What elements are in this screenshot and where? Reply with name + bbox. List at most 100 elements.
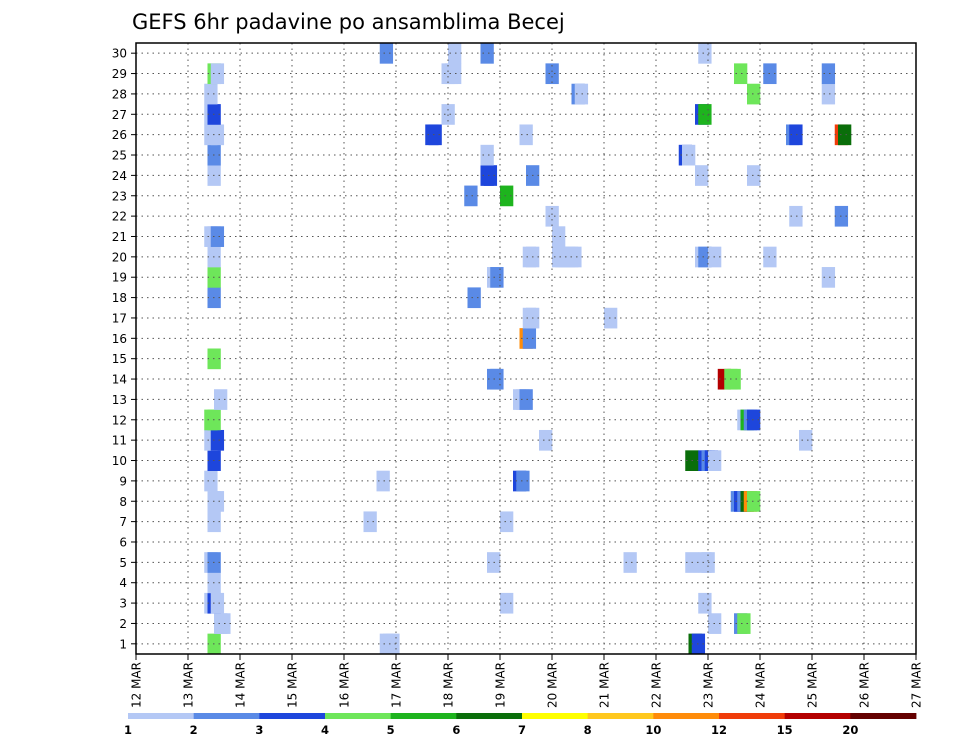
colorbar-swatch [522,713,589,719]
heatmap-cell [500,511,514,533]
y-tick-label: 8 [119,495,127,509]
colorbar-swatch [193,713,260,719]
heatmap-cell [747,165,761,186]
heatmap-cell [500,185,514,207]
colorbar-swatch [850,713,917,719]
colorbar: 1 2 3 4 5 6 7 8 10 12 15 20 [124,713,917,737]
heatmap-cell [734,63,748,85]
heatmap-cell [516,470,530,492]
colorbar-swatch [719,713,786,719]
colorbar-swatch [587,713,654,719]
heatmap-cell [747,409,761,431]
y-tick-label: 3 [119,597,127,611]
heatmap-cell [204,470,218,492]
y-tick-label: 9 [119,474,127,488]
x-tick-label: 20 MAR [546,662,560,708]
heatmap-cell [204,83,218,105]
heatmap-cell [210,226,225,247]
colorbar-label: 7 [518,723,526,737]
y-tick-label: 20 [112,250,127,264]
colorbar-swatch [456,713,523,719]
y-tick-label: 18 [112,291,127,305]
heatmap-cell [379,43,394,64]
y-tick-label: 4 [119,576,127,590]
heatmap-cell [539,429,553,451]
chart-title: GEFS 6hr padavine po ansamblima Becej [132,10,565,34]
x-tick-label: 18 MAR [442,662,456,708]
heatmap-cell [467,287,481,309]
heatmap-cell [821,267,836,288]
heatmap-cell [821,83,836,105]
y-tick-label: 1 [119,637,127,651]
colorbar-label: 1 [124,723,132,737]
colorbar-label: 10 [645,723,661,737]
colorbar-swatch [128,713,195,719]
x-tick-label: 22 MAR [650,662,664,708]
heatmap-cell [210,592,225,614]
heatmap-cell [480,144,494,166]
y-tick-label: 10 [112,454,127,468]
heatmap-cell [448,63,462,85]
y-tick-label: 2 [119,617,127,631]
heatmap-cell [522,328,537,349]
x-tick-label: 15 MAR [286,662,300,708]
heatmap-cell [448,43,462,64]
y-tick-label: 26 [112,128,127,142]
heatmap-cell [210,124,225,146]
heatmap-cell [698,104,712,125]
y-tick-label: 16 [112,332,127,346]
y-tick-label: 28 [112,87,127,101]
colorbar-swatch [325,713,392,719]
x-tick-label: 19 MAR [494,662,508,708]
heatmap-cell [519,389,533,410]
heatmap-cell [483,165,498,186]
heatmap-cell [604,307,618,329]
y-tick-label: 24 [112,169,127,183]
heatmap-cell [214,389,228,410]
heatmap-cell [386,633,400,655]
plot-frame [135,42,917,655]
x-tick-label: 25 MAR [806,662,820,708]
heatmap-cell [695,165,709,186]
y-axis: 1234567891011121314151617181920212223242… [112,47,136,651]
x-axis: 12 MAR 13 MAR 14 MAR 15 MAR 16 MAR 17 MAR 18 M… [130,654,924,708]
heatmap-cell [568,246,582,268]
heatmap-cell [441,104,455,125]
colorbar-label: 6 [452,723,460,737]
heatmap-cell [698,43,712,64]
heatmap-cell [500,592,514,614]
heatmap-cell [490,267,504,288]
y-tick-label: 6 [119,535,127,549]
heatmap-cell [698,592,712,614]
heatmap-cell [574,83,589,105]
y-tick-label: 25 [112,149,127,163]
y-tick-label: 15 [112,352,127,366]
x-tick-label: 23 MAR [702,662,716,708]
heatmap-cell [682,144,696,166]
x-tick-label: 12 MAR [130,662,144,708]
heatmap-cell [552,226,566,247]
colorbar-swatch [784,713,851,719]
heatmap-cell [480,43,494,64]
y-tick-label: 14 [112,373,127,387]
heatmap-cell [519,124,533,146]
x-tick-label: 14 MAR [234,662,248,708]
colorbar-swatch [390,713,457,719]
heatmap-cell [464,185,478,207]
colorbar-label: 15 [777,723,793,737]
heatmap-cell [490,368,504,390]
heatmap-cell [799,429,813,451]
x-tick-label: 13 MAR [182,662,196,708]
y-tick-label: 23 [112,189,127,203]
heatmap-cell [210,63,225,85]
heatmap-cell [428,124,442,146]
heatmap-cell [210,491,225,512]
heatmap-cell [545,205,559,227]
x-tick-label: 16 MAR [338,662,352,708]
colorbar-label: 2 [190,723,198,737]
colorbar-label: 20 [842,723,858,737]
heatmap-cell [623,552,637,573]
colorbar-swatch [653,713,720,719]
x-tick-label: 17 MAR [390,662,404,708]
x-tick-label: 24 MAR [754,662,768,708]
